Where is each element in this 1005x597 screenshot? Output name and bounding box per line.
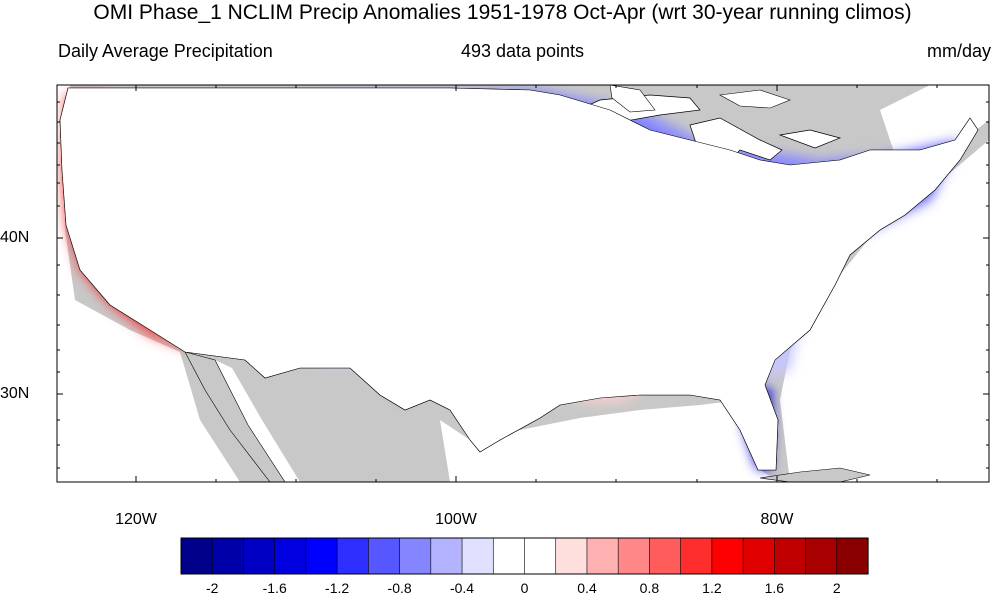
cuba (759, 467, 871, 482)
lon-ticks (135, 85, 938, 482)
colorbar-tick-label: -1.6 (262, 580, 287, 596)
gulf-of-california (215, 360, 300, 482)
colorbar-box (430, 537, 463, 575)
colorbar-box (274, 537, 307, 575)
gulf-of-mexico (440, 400, 780, 482)
colorbar-box (586, 537, 619, 575)
colorbar-box (305, 537, 338, 575)
colorbar-box (336, 537, 369, 575)
colorbar-tick-label: -0.8 (387, 580, 412, 596)
colorbar-box (243, 537, 276, 575)
colorbar-box (180, 537, 213, 575)
subtitle-left: Daily Average Precipitation (58, 41, 273, 61)
lat-label-40n: 40N (0, 229, 30, 246)
colorbar-tick-label: -1.2 (325, 580, 350, 596)
colorbar-tick-label: 1.6 (764, 580, 785, 596)
colorbar-box (555, 537, 588, 575)
colorbar-tick-label: 2 (832, 580, 841, 596)
colorbar-box (680, 537, 713, 575)
colorbar-tick-label: 0.8 (639, 580, 660, 596)
lon-label-80w: 80W (760, 511, 794, 528)
subtitle-center: 493 data points (460, 41, 585, 61)
colorbar-tick-label: 1.2 (702, 580, 722, 596)
colorbar-tick-label: 0.4 (577, 580, 597, 596)
map-title: OMI Phase_1 NCLIM Precip Anomalies 1951-… (93, 1, 912, 24)
colorbar-box (368, 537, 401, 575)
lake-of-woods (609, 85, 656, 113)
colorbar-tick-label: -0.4 (449, 580, 475, 596)
lon-label-100w: 100W (435, 511, 477, 528)
colorbar-frame (180, 537, 869, 575)
colorbar-tick-label: -2 (205, 580, 219, 596)
colorbar-box (211, 537, 245, 575)
colorbar-box (399, 537, 432, 575)
map-panel (57, 85, 989, 482)
map-frame (56, 84, 990, 483)
gulf-of-st-lawrence (880, 85, 989, 170)
lake-nipigon (719, 89, 791, 109)
atlantic-ocean (780, 140, 989, 482)
pacific-ocean (57, 85, 240, 482)
lat-label-30n: 30N (0, 385, 30, 402)
lat-ticks (57, 101, 989, 469)
colorbar-box (524, 537, 557, 575)
colorbar-box (617, 537, 651, 575)
units-label: mm/day (926, 41, 991, 61)
colorbar-box (836, 537, 869, 575)
colorbar-box (461, 537, 494, 575)
colorbar-box (711, 537, 744, 575)
baja-california (184, 351, 286, 482)
colorbar-box (774, 537, 807, 575)
lon-label-120w: 120W (115, 511, 157, 528)
colorbar-box (649, 537, 682, 575)
colorbar-box (805, 537, 838, 575)
colorbar (180, 537, 869, 575)
colorbar-tick-label: 0 (520, 580, 529, 596)
colorbar-box (742, 537, 775, 575)
colorbar-box (492, 537, 526, 575)
